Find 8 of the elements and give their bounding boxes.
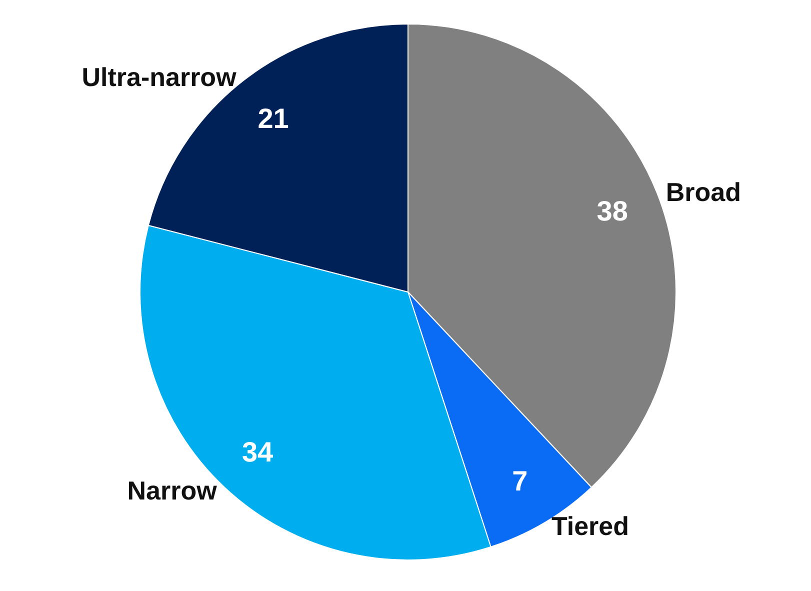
data-label: 7 (512, 466, 528, 497)
slice-label: Tiered (551, 511, 630, 542)
slice-label: Narrow (127, 475, 218, 506)
slice-label: Broad (666, 176, 742, 207)
data-label: 21 (258, 102, 289, 134)
slice-label: Ultra-narrow (82, 62, 238, 92)
data-label: 38 (596, 196, 628, 227)
data-label: 34 (242, 436, 274, 468)
